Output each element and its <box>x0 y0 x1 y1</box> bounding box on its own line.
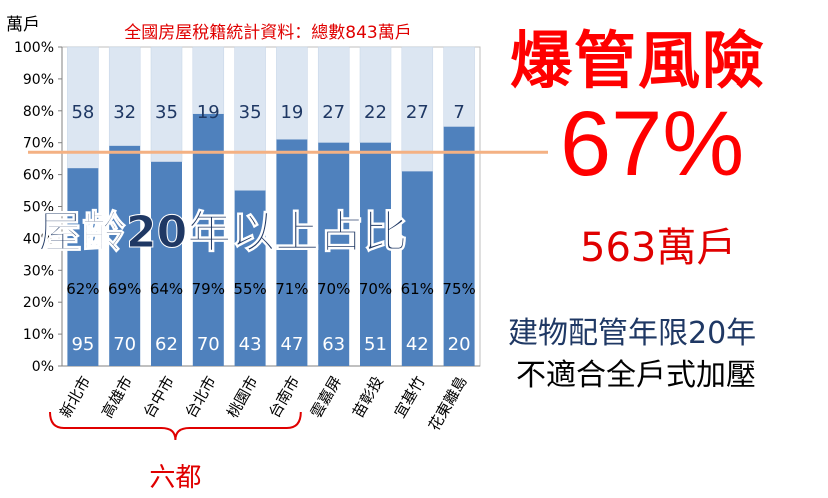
bar-percent-label: 70% <box>359 280 392 298</box>
bar-segment-new <box>67 46 99 169</box>
bar-segment-new <box>192 46 225 115</box>
bar-segment-old <box>109 145 141 366</box>
bar-label-new: 35 <box>155 102 178 123</box>
bar-segment-new <box>443 46 475 127</box>
bar-segment-old <box>276 139 308 366</box>
chart-overlay-label: 屋齡20年以上占比 <box>37 207 408 259</box>
bar-segment-new <box>234 46 266 191</box>
bar-segment-new <box>108 46 141 147</box>
chart-title: 全國房屋稅籍統計資料：總數843萬戶 <box>124 23 411 43</box>
bar-segment-new <box>359 46 392 143</box>
x-tick-label: 苗彰投 <box>349 373 387 421</box>
y-tick-label: 70% <box>23 136 54 152</box>
bar-percent-label: 71% <box>275 280 308 298</box>
x-tick-label: 花東離島 <box>425 373 471 434</box>
x-tick-label: 宜基竹 <box>391 373 429 421</box>
bar-label-new: 27 <box>322 102 345 123</box>
bar-percent-label: 64% <box>150 280 183 298</box>
y-tick-label: 40% <box>23 231 54 247</box>
bar-label-old: 20 <box>448 334 471 355</box>
bar-label-old: 42 <box>406 334 429 355</box>
bar-label-old: 47 <box>280 334 303 355</box>
headline-percent: 67% <box>560 93 745 195</box>
bar-segment-old <box>443 126 475 366</box>
x-tick-label: 雲嘉屏 <box>307 373 345 421</box>
bar-label-new: 19 <box>197 102 220 123</box>
bar-percent-label: 62% <box>66 280 99 298</box>
bar-label-old: 70 <box>113 334 136 355</box>
bar-label-new: 19 <box>280 102 303 123</box>
bar-segment-old <box>67 168 99 366</box>
group-bracket <box>49 411 302 441</box>
bar-label-new: 32 <box>113 102 136 123</box>
bar-segment-old <box>151 161 182 366</box>
bar-percent-label: 55% <box>233 280 266 298</box>
bar-label-old: 70 <box>197 334 220 355</box>
bar-percent-label: 79% <box>192 280 225 298</box>
headline: 爆管風險 <box>510 24 767 97</box>
bar-label-old: 95 <box>71 334 94 355</box>
y-tick-label: 100% <box>14 40 54 56</box>
bar-label-old: 62 <box>155 334 178 355</box>
x-tick-label: 高雄市 <box>98 373 136 421</box>
bar-label-new: 7 <box>453 102 464 123</box>
y-axis-label: 萬戶 <box>6 15 40 35</box>
bar-segment-old <box>360 142 391 366</box>
y-tick-label: 80% <box>23 104 54 120</box>
bar-segment-old <box>318 142 350 366</box>
bar-label-new: 27 <box>406 102 429 123</box>
bar-label-old: 43 <box>239 334 262 355</box>
y-tick-label: 50% <box>23 200 54 216</box>
bar-label-old: 51 <box>364 334 387 355</box>
bar-segment-new <box>150 46 183 163</box>
bar-percent-label: 61% <box>401 280 434 298</box>
y-tick-label: 10% <box>23 327 54 343</box>
bar-percent-label: 75% <box>442 280 475 298</box>
households-count: 563萬戶 <box>580 225 737 271</box>
y-tick-label: 60% <box>23 168 54 184</box>
bar-label-new: 58 <box>71 102 94 123</box>
bar-segment-new <box>401 46 434 172</box>
x-tick-label: 台南市 <box>265 373 303 421</box>
y-tick-label: 20% <box>23 295 54 311</box>
note-line-1: 建物配管年限20年 <box>508 316 757 351</box>
bar-percent-label: 70% <box>317 280 350 298</box>
bar-segment-old <box>401 171 433 366</box>
x-tick-label: 台中市 <box>140 373 178 421</box>
bar-segment-old <box>234 190 266 366</box>
y-tick-label: 90% <box>23 72 54 88</box>
bar-percent-label: 69% <box>108 280 141 298</box>
bar-label-old: 63 <box>322 334 345 355</box>
group-bracket-label: 六都 <box>149 463 201 493</box>
note-line-2: 不適合全戶式加壓 <box>516 358 756 393</box>
x-tick-label: 台北市 <box>182 373 220 421</box>
bar-label-new: 22 <box>364 102 387 123</box>
bar-segment-new <box>317 46 350 143</box>
x-tick-label: 桃園市 <box>223 373 261 421</box>
bar-segment-new <box>276 46 308 140</box>
x-tick-label: 新北市 <box>56 373 94 421</box>
bar-label-new: 35 <box>239 102 262 123</box>
bar-segment-old <box>192 113 224 367</box>
y-tick-label: 0% <box>32 359 54 375</box>
y-tick-label: 30% <box>23 263 54 279</box>
